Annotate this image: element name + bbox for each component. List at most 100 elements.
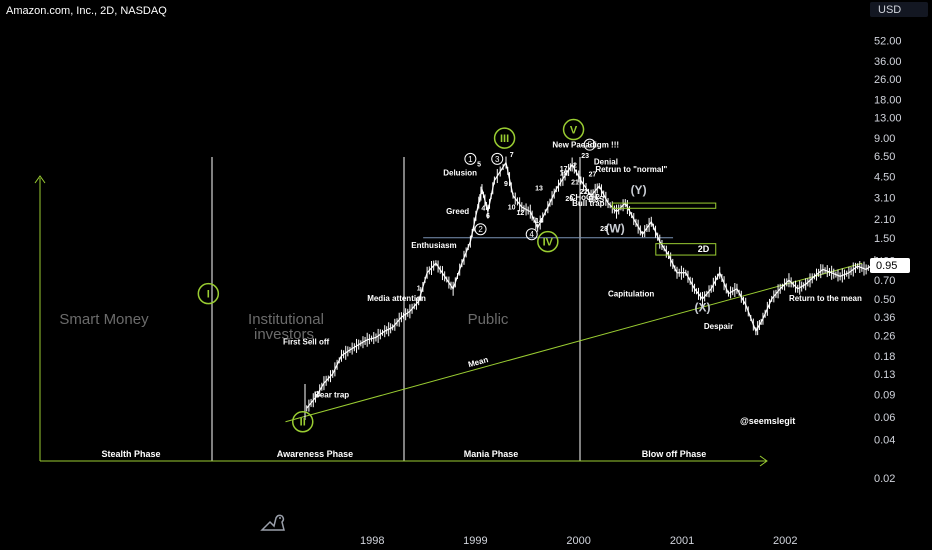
horizontal-arrow-head [759,455,768,467]
wave-label: 4 [529,230,534,239]
time-axis[interactable]: 1998 1999 2000 2001 2002 [360,535,797,547]
y-tick-label: 0.50 [874,294,895,306]
sub-count-label: 9 [504,181,508,188]
y-tick-label: 0.36 [874,312,895,324]
annotation-label: Capitulation [608,290,654,299]
annotation-label: New Paeadigm !!! [552,141,619,150]
y-tick-label: 0.18 [874,351,895,363]
wave-circle [537,230,559,253]
wave-circle [464,152,477,165]
annotation-label: Greed [446,207,469,216]
sub-count-label: 27 [589,172,597,179]
annotation-label: Delusion [443,168,477,177]
x-tick-label: 1998 [360,535,384,547]
sub-count-label: 2 [573,163,577,170]
currency-label: USD [878,4,901,16]
phase-group-label: Public [468,311,509,328]
annotation-label: Bull trap [572,199,605,208]
zone-box-label: 2D [698,244,710,254]
currency-badge[interactable] [870,2,928,17]
last-price-label: 0.95 [876,260,897,272]
phase-label: Awareness Phase [277,449,353,459]
sub-count-label: 10 [508,204,516,211]
sub-count-label: 19 [560,170,568,177]
wave-label: I [207,289,210,301]
x-tick-label: 2002 [773,535,797,547]
wave-label: 5 [587,141,592,150]
zone-box [612,202,717,209]
price-series [304,156,884,420]
phase-group-label: Smart Money [59,311,149,328]
phase-group-label: Institutional [248,311,324,328]
y-tick-label: 3.10 [874,192,895,204]
y-tick-label: 0.09 [874,389,895,401]
y-tick-label: 0.26 [874,330,895,342]
y-tick-label: 36.00 [874,56,902,68]
wave-label: (Y) [631,183,647,197]
wave-label: V [570,125,578,137]
wave-circle [493,127,516,149]
phase-label: Mania Phase [464,449,519,459]
sub-count-label: 28 [600,226,608,233]
annotation-label: Media attention [367,294,426,303]
sub-count-label: 20 [565,196,573,203]
x-tick-label: 1999 [463,535,487,547]
annotation-label: Denial [594,158,618,167]
wave-circle [525,228,538,241]
annotation-label: Return to the mean [789,294,862,303]
annotation-label: First Sell off [283,338,330,347]
sub-count-label: 6 [486,213,490,220]
wave-circle [491,152,504,165]
y-tick-label: 13.00 [874,113,902,125]
wave-label: (X) [694,300,710,314]
sub-count-label: 22 [580,189,588,196]
wave-label: 3 [495,155,500,164]
annotation-label: Bear trap [314,390,349,399]
author-watermark: @seemslegit [740,416,795,426]
tradingview-logo-icon[interactable] [260,514,285,531]
sub-count-label: 4 [481,206,485,213]
y-tick-label: 2.10 [874,214,895,226]
phase-group-label: investors [254,326,314,343]
sub-count-label: 23 [581,153,589,160]
sub-count-label: 7 [510,152,514,159]
annotation-label: Despair [704,322,733,331]
sub-count-label: 5 [477,162,481,169]
x-tick-label: 2001 [670,535,694,547]
y-tick-label: 0.13 [874,369,895,381]
y-tick-label: 0.04 [874,434,895,446]
vertical-arrow-head [34,175,46,184]
phase-label: Stealth Phase [101,449,160,459]
y-tick-label: 18.00 [874,95,902,107]
sub-count-label: 13 [535,186,543,193]
y-tick-label: 26.00 [874,74,902,86]
wave-label: III [500,133,509,145]
y-tick-label: 9.00 [874,133,895,145]
wave-label: 1 [468,155,473,164]
sub-count-label: 12 [517,210,525,217]
y-tick-label: 0.06 [874,412,895,424]
sub-count-label: 17 [560,166,568,173]
y-tick-label: 52.00 [874,36,902,48]
axis-arrows [34,175,768,467]
price-axis[interactable]: 0.02 0.04 0.06 0.09 0.13 0.18 0.26 0.36 0.50 0.70… [874,36,902,485]
sub-count-label: 14 [535,218,543,225]
zone-box [655,243,717,256]
x-tick-label: 2000 [566,535,590,547]
wave-circle [474,223,487,236]
wave-label: IV [543,237,554,249]
wave-label: II [300,417,306,429]
wave-circle [562,118,585,141]
sub-count-label: 2 [596,194,600,201]
y-tick-label: 6.50 [874,151,895,163]
wave-circle [583,138,596,151]
sub-count-label: 21 [571,180,579,187]
zone-boxes: 2D [612,202,717,256]
y-tick-label: 4.50 [874,172,895,184]
y-tick-label: 1.50 [874,233,895,245]
annotation-label: CHoCH [570,193,598,202]
phase-dividers: Stealth Phase Smart Money Awareness Phase I… [59,157,706,461]
